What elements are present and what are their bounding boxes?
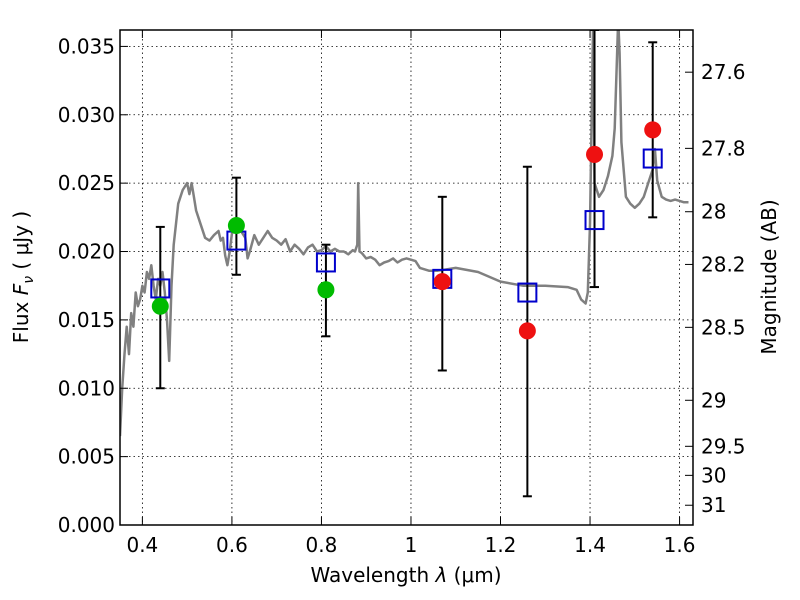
x-tick-label: 0.8 bbox=[306, 533, 338, 557]
observed-point-red bbox=[518, 322, 536, 340]
magnitude-tick-label: 27.6 bbox=[701, 60, 746, 84]
x-tick-label: 1.2 bbox=[485, 533, 517, 557]
plot-frame bbox=[119, 29, 694, 526]
x-tick-label: 0.6 bbox=[216, 533, 248, 557]
magnitude-tick-label: 28 bbox=[701, 200, 726, 224]
tick-marks bbox=[120, 30, 693, 526]
model-flux-square bbox=[642, 148, 663, 169]
x-tick-label: 1 bbox=[405, 533, 418, 557]
x-tick-label: 0.4 bbox=[126, 533, 158, 557]
observed-point-green bbox=[151, 297, 169, 315]
x-tick-label: 1.6 bbox=[664, 533, 696, 557]
y-tick-label: 0.015 bbox=[58, 308, 115, 332]
y-tick-label: 0.005 bbox=[58, 445, 115, 469]
x-tick-label: 1.4 bbox=[574, 533, 606, 557]
y-tick-labels: 0.000 0.005 0.010 0.015 0.020 0.025 0.030 0.035 bbox=[58, 34, 115, 537]
observed-point-green bbox=[227, 217, 245, 235]
y-tick-label: 0.025 bbox=[58, 171, 115, 195]
magnitude-tick-label: 30 bbox=[701, 463, 726, 487]
y-tick-label: 0.035 bbox=[58, 34, 115, 58]
magnitude-tick-label: 28.5 bbox=[701, 315, 746, 339]
y-tick-label: 0.000 bbox=[58, 513, 115, 537]
x-axis-title: Wavelength λ (μm) bbox=[310, 563, 501, 587]
observed-point-red bbox=[433, 273, 451, 291]
observed-point-red bbox=[644, 121, 662, 139]
observed-point-green bbox=[317, 281, 335, 299]
model-flux-square bbox=[315, 252, 336, 273]
y-axis-title: Flux Fν ( μJy ) bbox=[9, 211, 37, 343]
magnitude-tick-label: 27.8 bbox=[701, 136, 746, 160]
marker-layer bbox=[150, 121, 663, 340]
magnitude-tick-label: 28.2 bbox=[701, 252, 746, 276]
y-tick-label: 0.010 bbox=[58, 376, 115, 400]
magnitude-tick-label: 29 bbox=[701, 388, 726, 412]
model-flux-square bbox=[584, 210, 605, 231]
magnitude-tick-label: 29.5 bbox=[701, 434, 746, 458]
spectrum-layer bbox=[120, 30, 689, 437]
y-tick-label: 0.030 bbox=[58, 103, 115, 127]
observed-point-red bbox=[586, 145, 604, 163]
magnitude-axis-title: Magnitude (AB) bbox=[757, 199, 781, 354]
model-flux-square bbox=[517, 282, 538, 303]
plot-area bbox=[120, 30, 693, 525]
magnitude-tick-labels: 27.6 27.8 28 28.2 28.5 29 29.5 30 31 bbox=[701, 60, 746, 517]
model-spectrum-line bbox=[120, 30, 689, 437]
y-tick-label: 0.020 bbox=[58, 240, 115, 264]
magnitude-tick-label: 31 bbox=[701, 493, 726, 517]
x-tick-labels: 0.4 0.6 0.8 1 1.2 1.4 1.6 bbox=[126, 533, 695, 557]
model-flux-square bbox=[150, 278, 171, 299]
